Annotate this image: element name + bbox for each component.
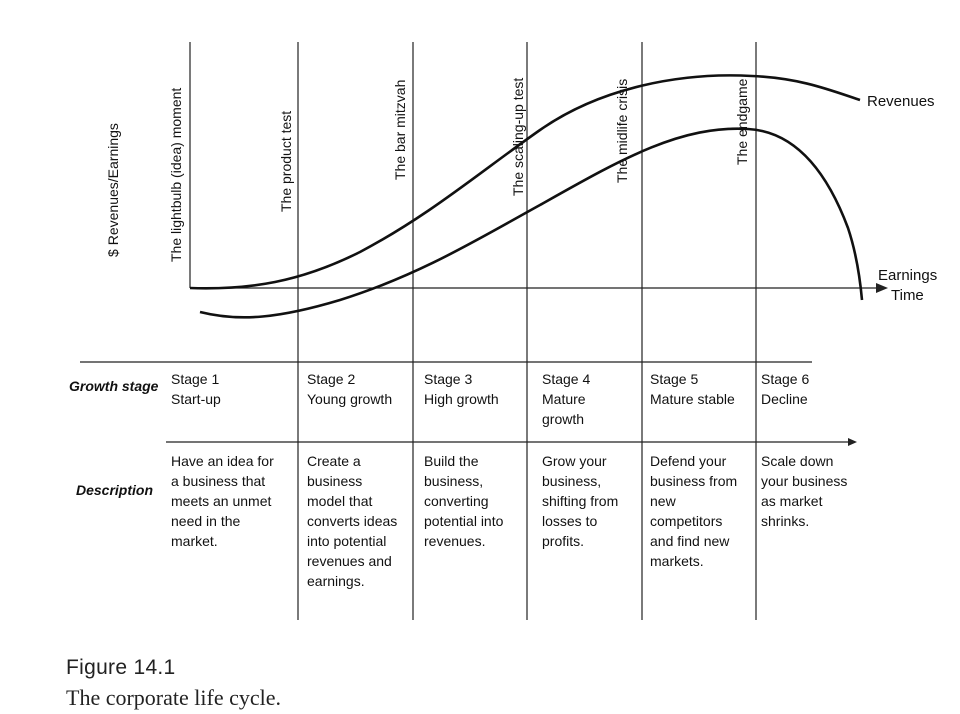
time-axis-label: Time [891, 287, 924, 304]
milestone-product-test: The product test [278, 111, 294, 212]
stage-4-description-line-2: business, [542, 473, 601, 489]
stage-5-description-line-4: competitors [650, 513, 722, 529]
stage-2-description-line-5: into potential [307, 533, 386, 549]
stage-5-description-line-5: and find new [650, 533, 730, 549]
stage-1-description-line-2: a business that [171, 473, 265, 489]
stage-5-description-line-6: markets. [650, 553, 704, 569]
y-axis-label: $ Revenues/Earnings [105, 123, 121, 257]
stage-3-name-line-1: High growth [424, 391, 499, 407]
stage-4-title: Stage 4 [542, 371, 590, 387]
stage-2-description-line-6: revenues and [307, 553, 392, 569]
stage-cells: Stage 1 Start-up Have an idea for a busines… [171, 371, 847, 589]
stage-2-description-line-7: earnings. [307, 573, 365, 589]
stage-4-name-line-1: Mature [542, 391, 586, 407]
milestone-bar-mitzvah: The bar mitzvah [392, 80, 408, 180]
stage-6-description-line-4: shrinks. [761, 513, 809, 529]
earnings-curve [199, 127, 864, 319]
stage-6-description-line-1: Scale down [761, 453, 833, 469]
stage-5-title: Stage 5 [650, 371, 698, 387]
figure-number: Figure 14.1 [66, 656, 176, 679]
milestone-scaling-up-test: The scaling-up test [510, 78, 526, 196]
stage-1-title: Stage 1 [171, 371, 219, 387]
stage-1-description-line-4: need in the [171, 513, 240, 529]
stage-1-description-line-5: market. [171, 533, 218, 549]
stage-4-description-line-4: losses to [542, 513, 597, 529]
milestone-labels: The lightbulb (idea) moment The product … [168, 78, 750, 262]
stage-3-description-line-2: business, [424, 473, 483, 489]
stage-5-description-line-2: business from [650, 473, 737, 489]
stage-3-description-line-1: Build the [424, 453, 479, 469]
stage-4-description-line-5: profits. [542, 533, 584, 549]
milestone-lightbulb-moment: The lightbulb (idea) moment [168, 88, 184, 262]
stage-1-name-line-1: Start-up [171, 391, 221, 407]
revenues-curve [189, 74, 861, 290]
growth-stage-row-label: Growth stage [69, 378, 159, 394]
description-row-label: Description [76, 482, 153, 498]
stage-1-description-line-3: meets an unmet [171, 493, 271, 509]
stage-2-description-line-1: Create a [307, 453, 361, 469]
stage-2-title: Stage 2 [307, 371, 355, 387]
stage-6-description-line-3: as market [761, 493, 823, 509]
stage-2-description-line-2: business [307, 473, 362, 489]
stage-6-name-line-1: Decline [761, 391, 808, 407]
table-arrowhead [848, 438, 857, 446]
stage-6-description-line-2: your business [761, 473, 847, 489]
time-axis-arrowhead [876, 283, 888, 293]
stage-6-title: Stage 6 [761, 371, 809, 387]
figure-title: The corporate life cycle. [66, 685, 281, 710]
stage-5-name-line-1: Mature stable [650, 391, 735, 407]
stage-4-description-line-1: Grow your [542, 453, 607, 469]
stage-2-description-line-4: converts ideas [307, 513, 397, 529]
milestone-midlife-crisis: The midlife crisis [614, 79, 630, 183]
earnings-label: Earnings [878, 267, 937, 284]
stage-1-description-line-1: Have an idea for [171, 453, 274, 469]
stage-2-name-line-1: Young growth [307, 391, 392, 407]
stage-4-name-line-2: growth [542, 411, 584, 427]
milestone-endgame: The endgame [734, 78, 750, 165]
stage-2-description-line-3: model that [307, 493, 372, 509]
stage-3-description-line-3: converting [424, 493, 489, 509]
stage-5-description-line-1: Defend your [650, 453, 727, 469]
stage-3-title: Stage 3 [424, 371, 472, 387]
stage-3-description-line-4: potential into [424, 513, 504, 529]
stage-5-description-line-3: new [650, 493, 677, 509]
stage-3-description-line-5: revenues. [424, 533, 485, 549]
revenues-label: Revenues [867, 93, 935, 110]
stage-4-description-line-3: shifting from [542, 493, 618, 509]
